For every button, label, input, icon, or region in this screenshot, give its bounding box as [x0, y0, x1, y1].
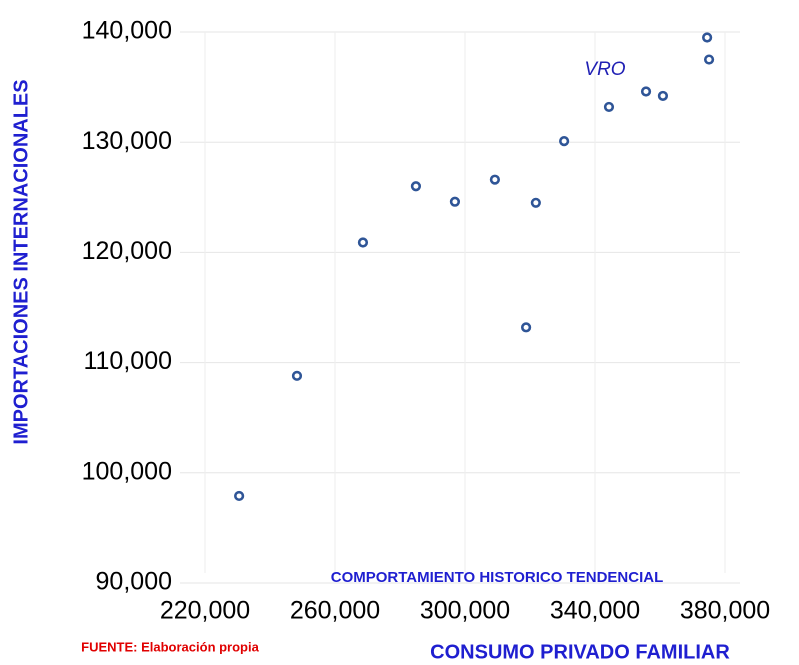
data-point	[702, 32, 713, 43]
x-tick-label: 340,000	[550, 597, 640, 625]
data-point	[603, 101, 615, 113]
data-point	[520, 322, 532, 333]
grid	[180, 31, 740, 584]
data-point	[657, 90, 669, 102]
data-point	[357, 237, 369, 248]
x-tick-label: 300,000	[420, 597, 510, 625]
data-point	[489, 174, 501, 185]
data-point	[291, 370, 303, 381]
y-tick-label: 130,000	[82, 127, 172, 155]
x-tick-label: 260,000	[290, 597, 380, 625]
annotation: VRO	[584, 59, 625, 80]
source-note: FUENTE: Elaboración propia	[81, 639, 259, 654]
annotation: COMPORTAMIENTO HISTORICO TENDENCIAL	[331, 569, 664, 586]
y-axis-title: IMPORTACIONES INTERNACIONALES	[10, 79, 32, 444]
data-point	[703, 54, 715, 65]
y-tick-label: 90,000	[96, 568, 172, 596]
data-point	[449, 196, 461, 207]
data-point	[234, 490, 245, 502]
data-point	[640, 86, 652, 97]
y-tick-label: 120,000	[82, 237, 172, 265]
x-axis-title: CONSUMO PRIVADO FAMILIAR	[430, 641, 730, 663]
data-point	[559, 135, 570, 147]
y-tick-label: 140,000	[82, 17, 172, 45]
data-point	[530, 197, 541, 208]
y-tick-label: 100,000	[82, 457, 172, 485]
x-tick-label: 220,000	[160, 597, 250, 625]
data-point	[410, 181, 422, 192]
y-tick-label: 110,000	[83, 347, 172, 375]
x-tick-label: 380,000	[680, 597, 770, 625]
